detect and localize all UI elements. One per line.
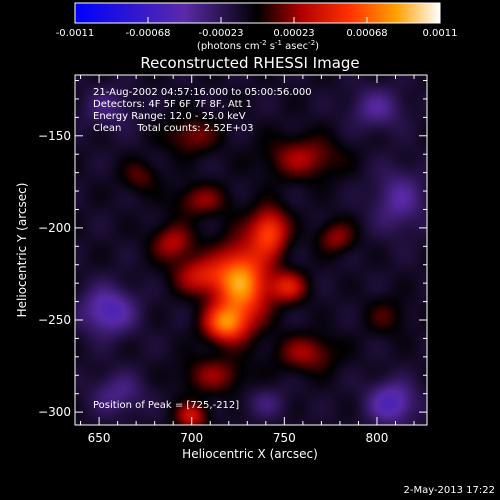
colorbar-tick-label: 0.00023 [273,28,314,39]
x-tick-label: 800 [366,431,389,445]
x-axis-ticks: 650 700 750 800 [80,75,415,445]
x-tick-label: 650 [88,431,111,445]
observation-info: 21-Aug-2002 04:57:16.000 to 05:00:56.000… [93,87,312,134]
x-tick-label: 750 [273,431,296,445]
colorbar-tick-label: 0.00068 [346,28,387,39]
y-axis-label: Heliocentric Y (arcsec) [15,183,29,318]
footer-date: 2-May-2013 17:22 [403,485,495,496]
colorbar-ticks: -0.0011 -0.00068 -0.00023 0.00023 0.00068 0.0… [56,17,458,39]
colorbar-gradient [74,2,441,24]
x-axis-label: Heliocentric X (arcsec) [182,447,318,461]
colorbar-tick-label: -0.0011 [56,28,95,39]
info-line-counts: Clean Total counts: 2.52E+03 [93,123,253,134]
y-axis-ticks: −150 −200 −250 −300 [38,80,427,419]
peak-position-label: Position of Peak = [725,-212] [93,400,239,411]
y-tick-label: −300 [38,405,71,419]
info-line-detectors: Detectors: 4F 5F 6F 7F 8F, Att 1 [93,99,252,110]
y-tick-label: −250 [38,313,71,327]
colorbar-tick-label: -0.00068 [126,28,171,39]
colorbar: -0.0011 -0.00068 -0.00023 0.00023 0.00068 0.0… [56,2,458,52]
heatmap-container [75,75,427,425]
chart-title: Reconstructed RHESSI Image [140,54,359,72]
plot-frame [74,74,428,426]
info-line-energy: Energy Range: 12.0 - 25.0 keV [93,111,246,122]
x-tick-label: 700 [180,431,203,445]
info-line-time: 21-Aug-2002 04:57:16.000 to 05:00:56.000 [93,87,312,98]
y-tick-label: −150 [38,129,71,143]
colorbar-tick-label: 0.0011 [423,28,458,39]
y-tick-label: −200 [38,221,71,235]
colorbar-tick-label: -0.00023 [199,28,244,39]
colorbar-unit-label: (photons cm-2 s-1 asec-2) [197,39,319,52]
